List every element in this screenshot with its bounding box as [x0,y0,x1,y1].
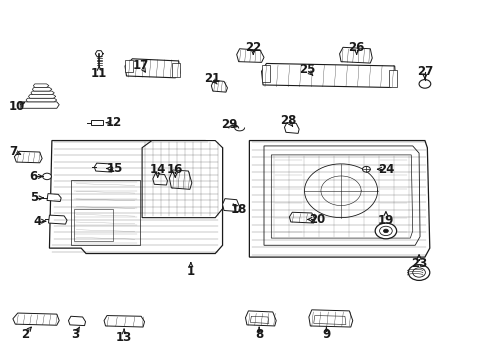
Text: 3: 3 [71,328,79,341]
Text: 25: 25 [298,63,314,76]
Circle shape [374,223,396,239]
Circle shape [407,265,429,280]
Polygon shape [142,140,222,218]
Polygon shape [31,91,54,95]
Text: 4: 4 [33,215,41,228]
Polygon shape [104,316,144,327]
Polygon shape [13,313,59,325]
Polygon shape [313,316,345,324]
Text: 16: 16 [167,163,183,176]
Text: 8: 8 [254,328,263,341]
Polygon shape [245,311,276,326]
Circle shape [379,226,391,235]
Polygon shape [74,209,113,241]
Polygon shape [250,316,268,323]
Polygon shape [153,174,167,185]
Polygon shape [49,140,222,253]
Polygon shape [28,95,56,98]
Text: 14: 14 [149,163,165,176]
Text: 21: 21 [203,72,220,85]
Polygon shape [271,155,412,238]
Polygon shape [71,180,140,244]
Polygon shape [48,215,67,224]
Text: 29: 29 [220,118,237,131]
Text: 5: 5 [30,192,38,204]
Polygon shape [125,60,133,72]
Polygon shape [236,49,264,62]
Polygon shape [261,63,395,87]
Text: 6: 6 [30,170,38,183]
Polygon shape [125,59,180,78]
Polygon shape [32,87,52,91]
Polygon shape [20,102,59,108]
Polygon shape [94,163,113,172]
Circle shape [362,166,369,172]
Polygon shape [289,212,315,223]
Text: 15: 15 [107,162,123,175]
Text: 12: 12 [106,116,122,129]
Text: 13: 13 [116,330,132,343]
Text: 20: 20 [309,213,325,226]
Polygon shape [261,64,269,82]
Text: 24: 24 [377,163,393,176]
Polygon shape [169,170,191,189]
Circle shape [42,173,51,180]
Polygon shape [33,84,49,87]
Polygon shape [339,47,371,63]
Text: 7: 7 [9,145,17,158]
Text: 28: 28 [280,114,296,127]
Text: 26: 26 [348,41,364,54]
Text: 10: 10 [9,100,25,113]
Polygon shape [68,316,85,325]
Text: 18: 18 [230,203,246,216]
Polygon shape [388,69,396,87]
Text: 11: 11 [91,67,107,80]
Text: 1: 1 [186,265,195,278]
Polygon shape [26,98,57,102]
Polygon shape [14,151,42,163]
Polygon shape [264,146,419,245]
Text: 23: 23 [410,257,427,270]
Text: 9: 9 [322,328,330,341]
Text: 27: 27 [416,65,432,78]
Circle shape [383,229,387,233]
Polygon shape [222,199,239,212]
Text: 2: 2 [21,328,29,341]
Text: 22: 22 [244,41,261,54]
Polygon shape [91,120,103,125]
Circle shape [418,80,430,88]
Polygon shape [172,63,180,77]
Circle shape [412,268,425,277]
Polygon shape [308,310,352,327]
Text: 17: 17 [133,59,149,72]
Polygon shape [284,123,299,134]
Text: 19: 19 [377,214,393,227]
Polygon shape [249,140,429,257]
Polygon shape [211,80,227,92]
Polygon shape [47,194,61,202]
